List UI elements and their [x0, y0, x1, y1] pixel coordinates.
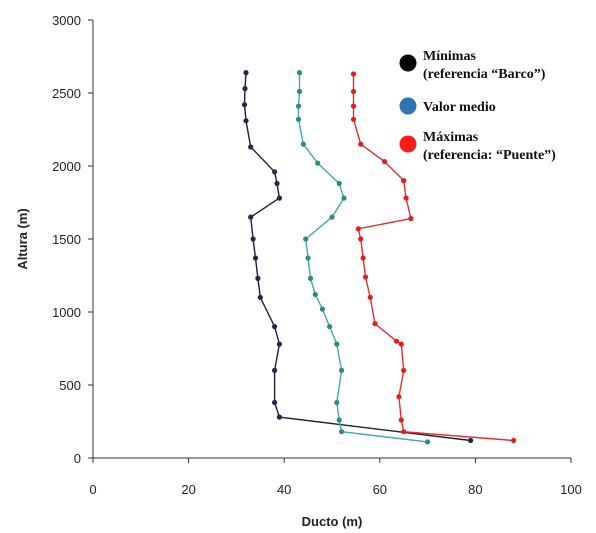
data-point-minimas	[276, 414, 282, 420]
series-valor-medio	[295, 70, 431, 445]
legend-label-maximas: Máximas	[423, 130, 479, 145]
data-point-maximas	[362, 274, 369, 280]
data-point-valor-medio	[296, 88, 303, 95]
data-point-minimas	[255, 275, 261, 281]
data-point-valor-medio	[339, 367, 345, 373]
data-point-valor-medio	[300, 141, 306, 147]
x-axis-title: Ducto (m)	[302, 514, 363, 529]
y-axis-ticks: 0 500 1000 1500 2000 2500 3000	[52, 13, 93, 466]
y-axis-title: Altura (m)	[15, 208, 30, 269]
data-point-maximas	[355, 226, 361, 232]
legend-label-valor-medio: Valor medio	[423, 100, 496, 115]
data-point-minimas	[248, 214, 254, 220]
x-tick-label: 60	[373, 482, 387, 497]
series-line-minimas	[243, 72, 471, 442]
legend-label-minimas: Mínimas	[423, 49, 476, 64]
data-point-minimas	[272, 367, 278, 373]
data-point-maximas	[393, 338, 400, 344]
data-point-valor-medio	[341, 195, 347, 201]
data-point-maximas	[403, 195, 409, 201]
data-point-maximas	[401, 367, 407, 373]
data-point-maximas	[350, 103, 357, 109]
data-point-valor-medio	[425, 439, 431, 445]
data-point-valor-medio	[307, 275, 314, 281]
data-point-minimas	[241, 102, 248, 108]
data-point-valor-medio	[295, 103, 302, 109]
data-point-valor-medio	[334, 399, 340, 406]
data-point-maximas	[401, 429, 407, 435]
data-point-minimas	[468, 437, 474, 444]
y-tick-label: 0	[74, 451, 81, 466]
data-point-maximas	[398, 417, 404, 423]
x-tick-label: 40	[277, 482, 291, 497]
legend: Mínimas (referencia “Barco”) Valor medio…	[399, 49, 556, 163]
data-point-maximas	[396, 394, 402, 400]
data-point-minimas	[272, 399, 278, 406]
y-tick-label: 2500	[52, 86, 81, 101]
data-point-maximas	[401, 178, 407, 184]
data-point-valor-medio	[329, 214, 335, 220]
data-point-valor-medio	[336, 180, 342, 187]
series-layer	[241, 70, 517, 445]
data-point-minimas	[252, 255, 259, 261]
x-tick-label: 100	[560, 482, 582, 497]
data-point-minimas	[274, 180, 280, 187]
data-point-valor-medio	[296, 70, 303, 76]
data-point-valor-medio	[336, 417, 342, 423]
data-point-valor-medio	[315, 160, 321, 166]
data-point-maximas	[408, 216, 414, 222]
data-point-valor-medio	[319, 306, 325, 312]
data-point-valor-medio	[327, 324, 333, 330]
x-axis-ticks: 0 20 40 60 80 100	[89, 458, 582, 497]
data-point-valor-medio	[339, 429, 345, 435]
y-tick-label: 500	[59, 378, 81, 393]
data-point-minimas	[242, 86, 248, 92]
y-tick-label: 1500	[52, 232, 81, 247]
x-tick-label: 80	[468, 482, 482, 497]
legend-marker-valor-medio	[399, 97, 417, 115]
data-point-valor-medio	[334, 341, 340, 347]
data-point-maximas	[372, 321, 378, 327]
data-point-minimas	[250, 236, 256, 242]
data-point-minimas	[243, 118, 249, 124]
data-point-valor-medio	[295, 116, 302, 122]
data-point-maximas	[350, 88, 357, 95]
data-point-maximas	[382, 159, 388, 165]
series-maximas	[350, 71, 517, 444]
data-point-valor-medio	[305, 255, 311, 261]
data-point-maximas	[350, 116, 357, 122]
data-point-minimas	[276, 195, 282, 201]
legend-marker-maximas	[399, 135, 417, 153]
data-point-minimas	[243, 70, 249, 76]
data-point-maximas	[360, 255, 366, 261]
y-tick-label: 2000	[52, 159, 81, 174]
data-point-minimas	[276, 341, 282, 347]
series-minimas	[241, 70, 474, 444]
data-point-valor-medio	[312, 291, 318, 298]
data-point-maximas	[350, 71, 357, 77]
data-point-maximas	[398, 341, 404, 347]
x-tick-label: 20	[181, 482, 195, 497]
data-point-minimas	[257, 294, 263, 300]
y-tick-label: 1000	[52, 305, 81, 320]
data-point-maximas	[510, 437, 517, 444]
data-point-minimas	[272, 324, 278, 330]
legend-label-maximas-reference: (referencia: “Puente”)	[423, 148, 556, 163]
y-tick-label: 3000	[52, 13, 81, 28]
data-point-valor-medio	[303, 236, 309, 242]
data-point-maximas	[367, 294, 373, 300]
data-point-maximas	[358, 236, 364, 242]
legend-label-minimas-reference: (referencia “Barco”)	[423, 67, 546, 82]
legend-marker-minimas	[399, 54, 417, 72]
data-point-minimas	[248, 144, 254, 150]
data-point-minimas	[272, 169, 278, 175]
series-line-maximas	[352, 74, 514, 442]
plot-area: 0 20 40 60 80 100 0 500 1000 1500 2000 2500 3000	[52, 13, 582, 497]
x-tick-label: 0	[89, 482, 96, 497]
data-point-maximas	[358, 141, 364, 147]
